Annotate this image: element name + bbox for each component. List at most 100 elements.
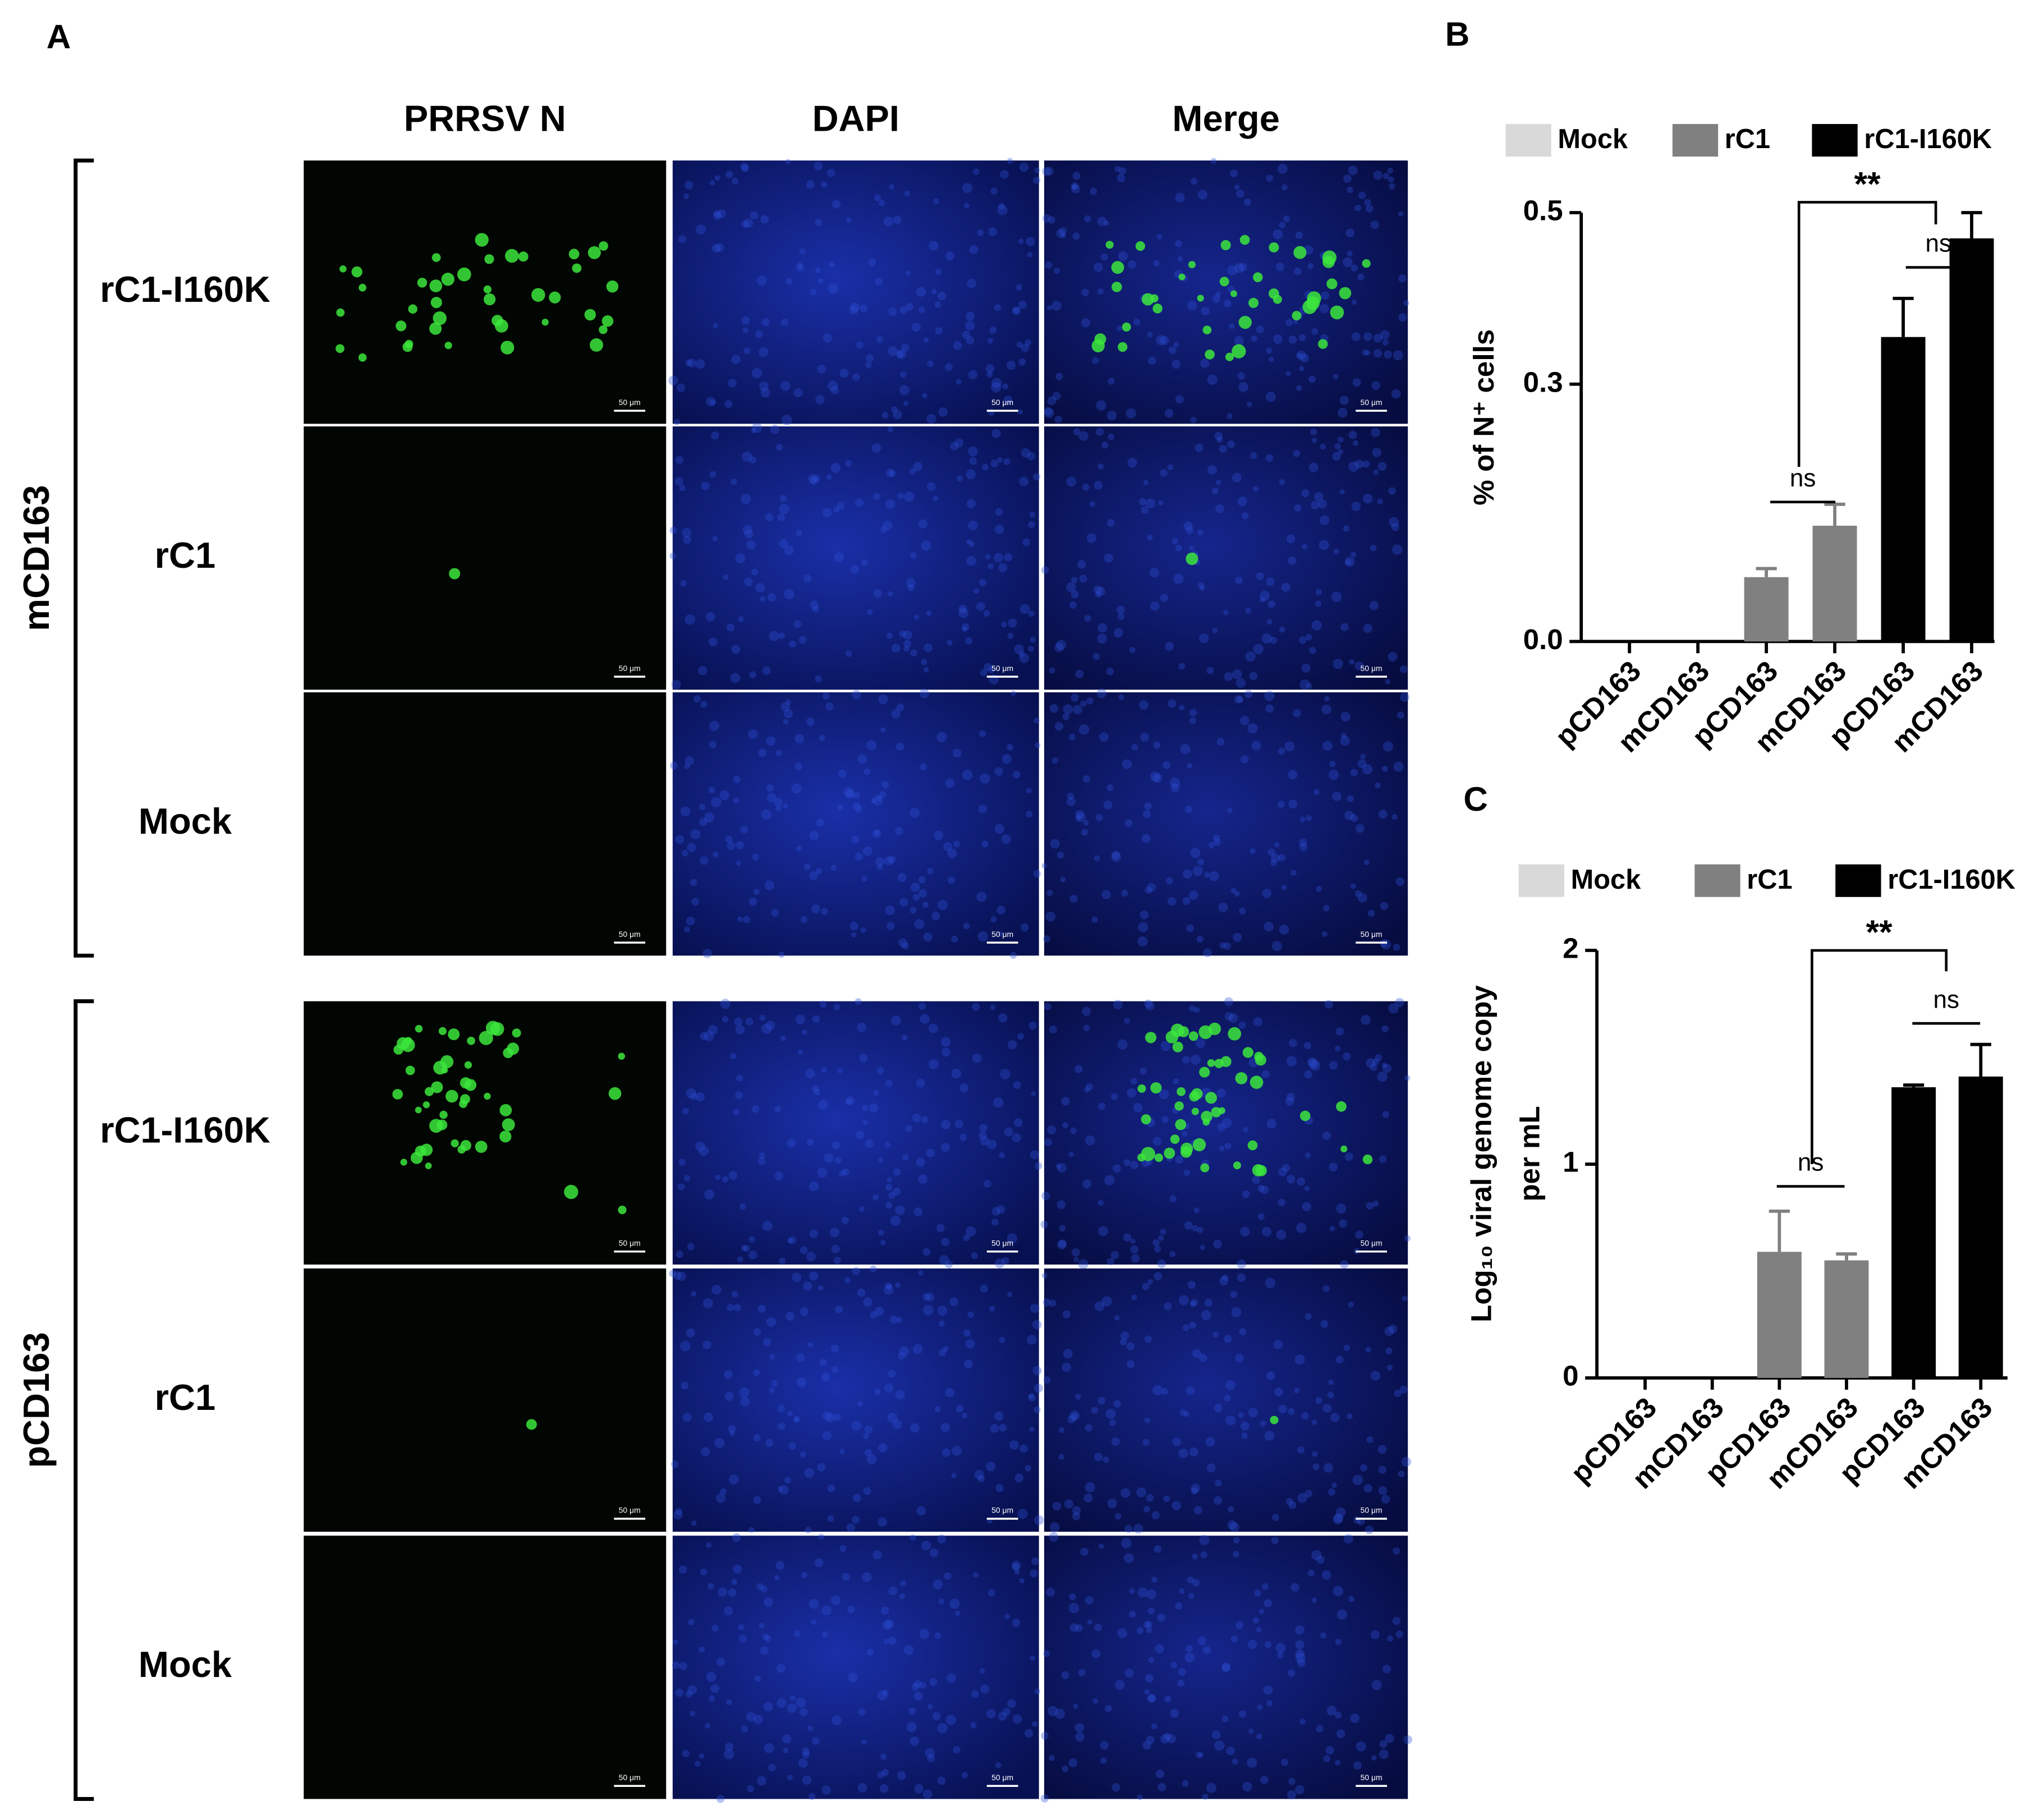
nucleus [1078,1259,1088,1270]
nucleus [1033,870,1041,878]
nucleus [729,1430,736,1436]
infected-cell [1111,261,1124,274]
nucleus [1370,220,1379,229]
infected-cell [405,339,414,348]
nucleus [1173,342,1179,348]
nucleus [968,541,975,548]
nucleus [1345,559,1352,566]
significance-bracket [1811,949,1948,1165]
nucleus [1319,540,1329,550]
nucleus [1049,667,1055,674]
nucleus [1372,1058,1380,1066]
nucleus [706,397,716,407]
nucleus [675,1508,683,1515]
nucleus [1251,741,1261,751]
nucleus [1334,443,1341,449]
nucleus [758,1157,766,1165]
nucleus [1382,1665,1391,1674]
nucleus [1354,204,1362,212]
infected-cell [499,1104,512,1116]
nucleus [1384,350,1392,359]
nucleus [735,553,746,564]
nucleus [1157,1259,1166,1269]
nucleus [830,865,837,871]
nucleus [994,525,1004,534]
nucleus [896,349,906,360]
nucleus [1281,582,1290,592]
nucleus [1148,1657,1154,1663]
nucleus [760,596,766,602]
nucleus [876,795,883,801]
nucleus [1049,704,1059,713]
nucleus [897,350,904,358]
infected-cell [1174,1101,1184,1111]
nucleus [1124,1553,1134,1564]
nucleus [1331,791,1342,801]
nucleus [821,1372,830,1381]
nucleus [1235,1354,1244,1363]
nucleus [1054,721,1064,731]
nucleus [1348,165,1358,175]
nucleus [752,853,759,861]
nucleus [877,1771,885,1778]
nucleus [1062,1766,1069,1772]
nucleus [1137,936,1148,947]
infected-cell [1135,241,1145,251]
nucleus [1322,1285,1330,1292]
nucleus [701,1447,710,1456]
nucleus [1114,1513,1122,1520]
infected-cell [1137,1084,1146,1093]
legend-swatch [1694,864,1740,897]
nucleus [1055,373,1063,380]
significance-label: ns [1933,986,1959,1013]
nucleus [1365,204,1374,213]
nucleus [1239,263,1247,272]
nucleus [839,1170,846,1177]
nucleus [1019,162,1029,172]
nucleus [733,1565,742,1574]
nucleus [956,1405,964,1413]
nucleus [1295,1640,1305,1649]
nucleus [1242,1782,1252,1792]
nucleus [1348,1596,1354,1602]
nucleus [896,703,904,711]
nucleus [815,267,821,273]
nucleus [770,425,780,434]
nucleus [953,1746,961,1754]
nucleus [887,1284,893,1290]
scale-bar-label: 50 μm [619,664,641,673]
nucleus [885,1079,893,1087]
nucleus [739,1387,750,1398]
nucleus [682,1413,692,1422]
nucleus [812,605,819,613]
nucleus [1192,1349,1202,1358]
nucleus [1111,1437,1120,1446]
nucleus [855,998,862,1005]
infected-cell [584,309,596,321]
nucleus [1002,383,1009,390]
nucleus [951,1068,962,1079]
nucleus [1208,842,1215,848]
nucleus [699,817,708,826]
nucleus [748,1236,756,1243]
nucleus [903,1645,914,1655]
nucleus [1316,1556,1325,1564]
nucleus [1007,1233,1018,1244]
nucleus [968,446,978,457]
scale-bar-label: 50 μm [991,1773,1013,1782]
nucleus [1012,1619,1021,1627]
nucleus [1139,700,1149,710]
nucleus [711,1285,722,1295]
nucleus [918,519,928,528]
nucleus [1042,167,1051,176]
nucleus [1201,1310,1211,1321]
scale-bar-label: 50 μm [1361,398,1382,407]
nucleus [919,688,929,698]
nucleus [1078,1669,1086,1676]
nucleus [734,1091,743,1100]
nucleus [1379,1740,1388,1748]
nucleus [1271,1514,1279,1522]
nucleus [1338,449,1344,455]
nucleus [789,1695,796,1702]
nucleus [1388,176,1394,183]
